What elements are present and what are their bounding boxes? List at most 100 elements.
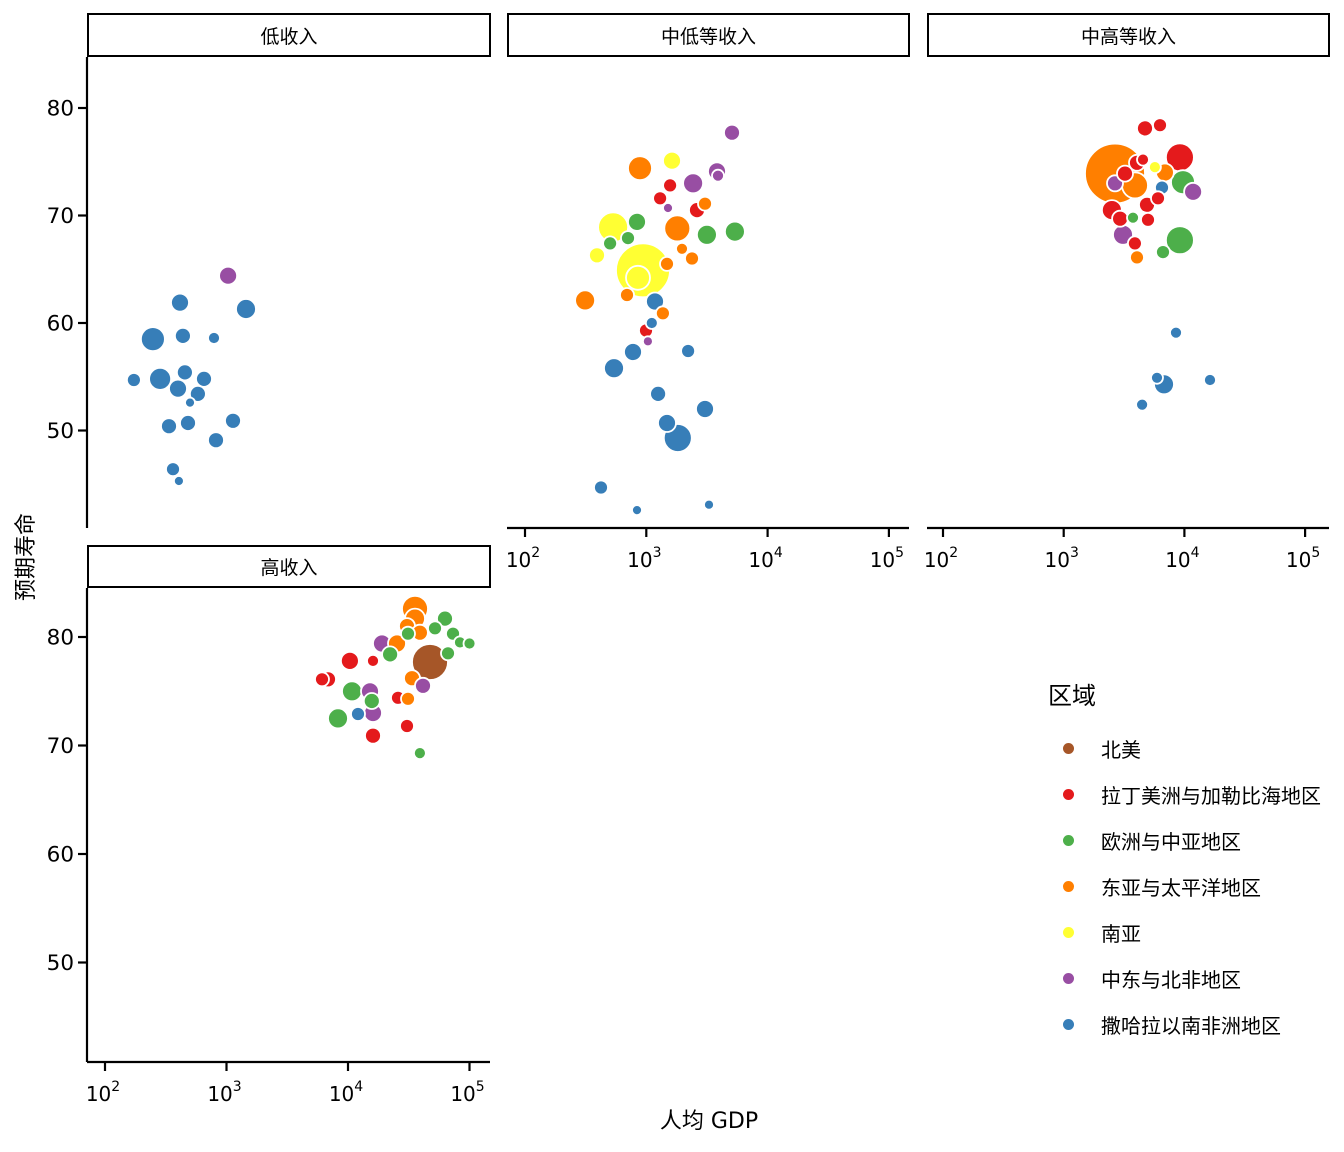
data-point — [207, 331, 221, 345]
legend-item-label: 中东与北非地区 — [1101, 967, 1241, 992]
data-point — [588, 246, 606, 265]
data-point — [645, 291, 665, 312]
data-point — [657, 413, 677, 433]
x-tick-label: 105 — [450, 1079, 484, 1106]
y-tick-label: 70 — [47, 734, 74, 759]
legend-item-label: 北美 — [1101, 737, 1141, 762]
data-point — [462, 636, 477, 651]
y-tick-label: 80 — [47, 97, 74, 122]
data-point — [619, 287, 635, 303]
data-point — [175, 363, 194, 382]
data-point — [684, 250, 700, 267]
data-point — [400, 625, 416, 642]
facet-strip-low-income: 低收入 — [87, 13, 491, 57]
data-point — [662, 177, 678, 194]
legend-dot-icon — [1063, 926, 1074, 938]
data-point — [188, 384, 207, 403]
data-point — [1150, 190, 1166, 207]
data-point — [1183, 181, 1203, 202]
x-tick-label: 104 — [1165, 545, 1199, 572]
data-point — [603, 357, 625, 380]
data-point — [327, 707, 349, 730]
data-point — [620, 230, 636, 247]
x-tick-label: 105 — [870, 545, 904, 572]
data-point — [649, 384, 667, 403]
data-point — [366, 654, 380, 668]
legend-item-MENA: 中东与北非地区 — [1046, 955, 1344, 1001]
y-axis-title: 预期寿命 — [14, 512, 39, 602]
data-point — [623, 342, 643, 362]
y-tick-label: 60 — [47, 312, 74, 337]
legend-title: 区域 — [1048, 682, 1096, 710]
data-point — [627, 155, 653, 182]
data-point — [627, 211, 647, 232]
data-point — [184, 396, 196, 409]
data-point — [362, 692, 381, 710]
data-point — [644, 316, 659, 330]
legend-item-label: 拉丁美洲与加勒比海地区 — [1101, 783, 1321, 808]
facet-strip-upper-middle-income: 中高等收入 — [927, 13, 1330, 57]
data-point — [1140, 211, 1156, 228]
legend-item-NA: 北美 — [1046, 725, 1344, 771]
data-point — [1111, 209, 1129, 228]
data-point — [1150, 370, 1164, 385]
data-point — [427, 620, 443, 637]
data-point — [207, 431, 225, 450]
data-point — [195, 369, 213, 388]
data-point — [436, 609, 454, 628]
data-point — [711, 168, 725, 183]
data-point — [414, 676, 432, 695]
facet-points-group — [125, 265, 257, 487]
y-tick-label: 50 — [47, 419, 74, 444]
x-tick-label: 105 — [1286, 545, 1320, 572]
data-point — [655, 305, 671, 322]
data-point — [1169, 325, 1183, 340]
y-tick-label: 70 — [47, 204, 74, 229]
data-point — [440, 645, 456, 662]
data-point — [381, 645, 400, 664]
x-tick-label: 103 — [627, 545, 661, 572]
data-point — [1155, 244, 1171, 261]
x-tick-label: 103 — [207, 1079, 241, 1106]
data-point — [723, 123, 741, 142]
data-point — [139, 326, 166, 353]
legend-dot-icon — [1063, 742, 1074, 754]
legend-item-SSA: 撒哈拉以南非洲地区 — [1046, 1001, 1344, 1047]
data-point — [1136, 152, 1150, 167]
data-point — [218, 265, 239, 286]
data-point — [148, 366, 173, 391]
data-point — [1116, 164, 1134, 183]
data-point — [631, 504, 643, 517]
data-point — [574, 289, 596, 312]
facet-strip-high-income: 高收入 — [87, 545, 491, 588]
data-point — [1126, 210, 1140, 225]
y-tick-label: 50 — [47, 951, 74, 976]
data-point — [165, 461, 181, 478]
data-point — [1135, 397, 1149, 412]
data-point — [1152, 117, 1168, 134]
data-point — [399, 718, 415, 734]
x-tick-label: 104 — [748, 545, 782, 572]
legend: 区域 北美 拉丁美洲与加勒比海地区 欧洲与中亚地区 东亚与太平洋地区 南亚 中东与北非地区… — [1046, 676, 1344, 1047]
data-point — [314, 671, 330, 688]
legend-item-label: 撒哈拉以南非洲地区 — [1101, 1013, 1281, 1038]
x-tick-label: 102 — [924, 545, 958, 572]
legend-dot-icon — [1063, 788, 1074, 800]
legend-item-SA: 南亚 — [1046, 909, 1344, 955]
data-point — [1165, 225, 1195, 256]
data-point — [411, 643, 449, 681]
data-point — [697, 195, 713, 212]
data-point — [1136, 119, 1154, 138]
data-point — [682, 172, 704, 195]
data-point — [1127, 235, 1143, 252]
y-tick-label: 60 — [47, 843, 74, 868]
data-point — [662, 150, 682, 171]
data-point — [663, 214, 692, 243]
data-point — [412, 746, 427, 760]
data-point — [125, 372, 142, 388]
x-axis-title: 人均 GDP — [659, 1109, 759, 1134]
data-point — [350, 706, 366, 722]
data-point — [680, 343, 696, 359]
y-tick-label: 80 — [47, 626, 74, 651]
